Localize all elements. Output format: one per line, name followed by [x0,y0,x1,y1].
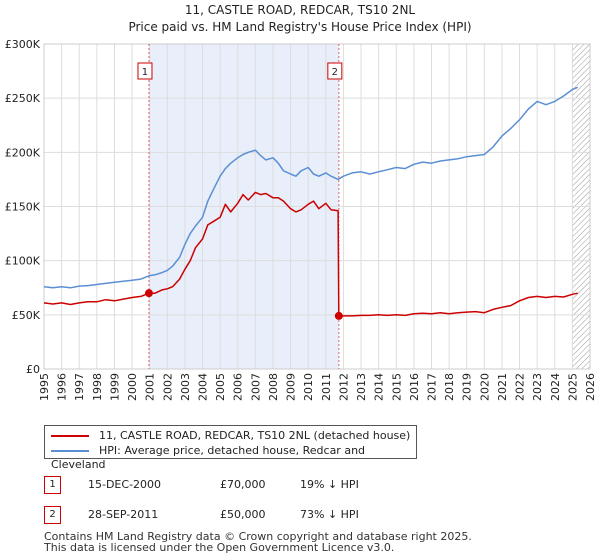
x-tick-label: 2022 [514,373,527,401]
legend-item-property: 11, CASTLE ROAD, REDCAR, TS10 2NL (detac… [51,429,410,443]
x-tick-label: 2019 [461,373,474,401]
x-tick-label: 1999 [108,373,121,401]
y-tick-label: £250K [5,92,41,105]
x-tick-label: 2020 [478,373,491,401]
x-tick-label: 2002 [161,373,174,401]
x-tick-label: 2013 [355,373,368,401]
x-tick-label: 2012 [337,373,350,401]
x-tick-label: 2026 [584,373,597,401]
y-tick-label: £100K [5,255,41,268]
y-tick-label: £300K [5,38,41,51]
sale-point [334,311,343,320]
x-tick-label: 2021 [496,373,509,401]
x-tick-label: 2009 [285,373,298,401]
legend-label-hpi: HPI: Average price, detached house, Redc… [51,444,366,471]
x-tick-label: 2004 [197,373,210,401]
transaction-number-badge: 1 [44,476,61,494]
x-tick-label: 2000 [126,373,139,401]
legend-swatch-hpi [51,450,89,452]
footer-licence: This data is licensed under the Open Gov… [44,541,395,554]
x-tick-label: 2017 [425,373,438,401]
chart-title: 11, CASTLE ROAD, REDCAR, TS10 2NL [185,3,416,17]
x-tick-label: 1998 [91,373,104,401]
x-tick-label: 1996 [56,373,69,401]
x-tick-label: 2001 [144,373,157,401]
transaction-hpi-delta: 19% ↓ HPI [300,478,359,491]
sale-marker-badge [137,62,153,80]
x-tick-label: 2025 [566,373,579,401]
price-chart: 11, CASTLE ROAD, REDCAR, TS10 2NL Price … [5,3,597,401]
x-tick-label: 2014 [373,373,386,401]
x-tick-label: 1997 [73,373,86,401]
x-tick-label: 2007 [249,373,262,401]
x-tick-label: 2023 [531,373,544,401]
legend-label-property: 11, CASTLE ROAD, REDCAR, TS10 2NL (detac… [99,429,411,442]
transaction-price: £70,000 [220,478,266,491]
chart-subtitle: Price paid vs. HM Land Registry's House … [128,20,471,34]
x-tick-label: 2024 [549,373,562,401]
x-tick-label: 2016 [408,373,421,401]
transaction-hpi-delta: 73% ↓ HPI [300,508,359,521]
footer: Contains HM Land Registry data © Crown c… [44,531,472,553]
y-tick-label: £0 [26,363,40,376]
transaction-price: £50,000 [220,508,266,521]
x-tick-label: 1995 [38,373,51,401]
plot-frame [43,43,591,370]
x-tick-label: 2011 [320,373,333,401]
sale-marker-label: 2 [332,67,338,78]
x-tick-label: 2018 [443,373,456,401]
sale-marker-label: 1 [142,67,148,78]
sale-point [144,289,153,298]
legend-swatch-property [51,435,89,437]
y-tick-label: £200K [5,146,41,159]
transaction-number-badge: 2 [44,506,61,524]
hpi-series-line [43,86,578,289]
y-tick-label: £150K [5,201,41,214]
x-tick-label: 2015 [390,373,403,401]
legend-item-hpi: HPI: Average price, detached house, Redc… [51,444,416,471]
y-tick-label: £50K [12,309,41,322]
transaction-date: 28-SEP-2011 [88,508,159,521]
sale-marker-badge [327,62,343,80]
footer-copyright: Contains HM Land Registry data © Crown c… [44,530,472,543]
x-tick-label: 2010 [302,373,315,401]
x-tick-label: 2008 [267,373,280,401]
x-tick-label: 2006 [232,373,245,401]
table-row: 2 28-SEP-2011 £50,000 73% ↓ HPI [44,506,464,524]
legend: 11, CASTLE ROAD, REDCAR, TS10 2NL (detac… [44,425,417,471]
x-tick-label: 2003 [179,373,192,401]
transaction-date: 15-DEC-2000 [88,478,162,491]
table-row: 1 15-DEC-2000 £70,000 19% ↓ HPI [44,476,464,494]
x-tick-label: 2005 [214,373,227,401]
